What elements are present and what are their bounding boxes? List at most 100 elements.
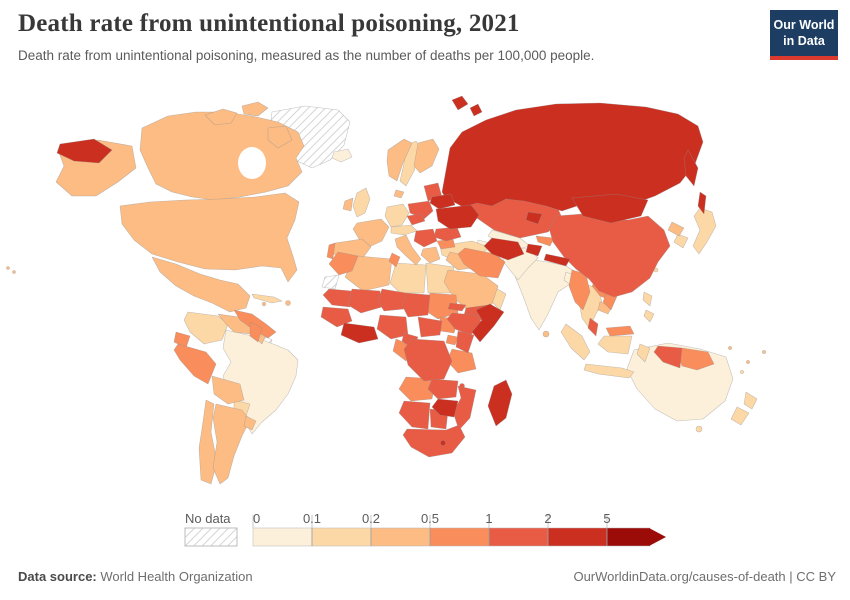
country-portugal[interactable] bbox=[326, 242, 336, 260]
legend-no-data-swatch[interactable] bbox=[184, 527, 238, 547]
country-kyrgyzstan[interactable] bbox=[535, 235, 555, 247]
owid-logo[interactable]: Our World in Data bbox=[770, 10, 838, 60]
country-central-america[interactable] bbox=[233, 309, 277, 339]
country-balkans[interactable] bbox=[413, 228, 438, 248]
country-canada-arctic-2[interactable] bbox=[241, 101, 269, 117]
country-dr-congo[interactable] bbox=[403, 338, 453, 382]
country-hawaii-1[interactable] bbox=[6, 266, 10, 270]
country-vanuatu[interactable] bbox=[746, 360, 750, 364]
country-borneo-malaysia[interactable] bbox=[605, 325, 635, 337]
country-zimbabwe[interactable] bbox=[431, 398, 459, 418]
country-chile[interactable] bbox=[198, 399, 218, 485]
country-tasmania[interactable] bbox=[695, 425, 703, 433]
country-zambia[interactable] bbox=[427, 378, 459, 400]
country-romania[interactable] bbox=[433, 226, 462, 242]
country-austria-switzerland[interactable] bbox=[390, 224, 418, 236]
country-germany[interactable] bbox=[384, 203, 410, 228]
country-bolivia[interactable] bbox=[211, 375, 245, 405]
country-mauritania[interactable] bbox=[322, 288, 353, 308]
legend-segment-1[interactable] bbox=[252, 527, 313, 547]
country-eritrea[interactable] bbox=[447, 302, 467, 312]
country-lesotho[interactable] bbox=[440, 440, 446, 446]
country-peru[interactable] bbox=[173, 343, 217, 385]
country-papua-indonesia[interactable] bbox=[653, 345, 683, 369]
country-ghana-ivory-coast[interactable] bbox=[340, 322, 379, 344]
country-sweden[interactable] bbox=[399, 140, 422, 187]
country-italy[interactable] bbox=[394, 234, 422, 266]
country-hawaii-2[interactable] bbox=[12, 270, 16, 274]
country-tajikistan[interactable] bbox=[525, 243, 543, 257]
legend-segment-4[interactable] bbox=[429, 527, 490, 547]
country-north-korea[interactable] bbox=[667, 221, 685, 237]
country-fiji[interactable] bbox=[762, 350, 766, 354]
country-malaysia-peninsula[interactable] bbox=[587, 317, 599, 337]
country-kenya[interactable] bbox=[455, 330, 475, 354]
country-south-africa[interactable] bbox=[402, 424, 466, 458]
country-nepal[interactable] bbox=[543, 253, 571, 267]
country-novaya-zemlya-1[interactable] bbox=[451, 95, 469, 111]
country-namibia[interactable] bbox=[398, 400, 431, 430]
country-sumatra-indonesia[interactable] bbox=[560, 323, 591, 361]
legend-segment-6[interactable] bbox=[547, 527, 608, 547]
country-greece[interactable] bbox=[420, 246, 441, 264]
license-link[interactable]: CC BY bbox=[796, 569, 836, 584]
country-western-sahara[interactable] bbox=[321, 274, 340, 290]
country-solomon-islands[interactable] bbox=[728, 346, 732, 350]
country-united-states[interactable] bbox=[119, 192, 300, 283]
country-russia-kamchatka[interactable] bbox=[683, 149, 699, 187]
country-brazil[interactable] bbox=[222, 329, 299, 435]
country-belarus[interactable] bbox=[429, 193, 456, 210]
country-baffin-island[interactable] bbox=[267, 125, 293, 149]
country-new-zealand-south[interactable] bbox=[730, 406, 750, 426]
legend-arrow[interactable] bbox=[649, 528, 666, 546]
country-argentina[interactable] bbox=[212, 403, 251, 485]
country-philippines-north[interactable] bbox=[642, 291, 653, 307]
legend-segment-3[interactable] bbox=[370, 527, 431, 547]
country-mongolia[interactable] bbox=[571, 193, 649, 224]
country-canada-arctic-1[interactable] bbox=[204, 108, 238, 126]
country-nigeria[interactable] bbox=[376, 314, 409, 340]
legend-segment-2[interactable] bbox=[311, 527, 372, 547]
country-russia-sakhalin[interactable] bbox=[697, 191, 707, 215]
country-japan[interactable] bbox=[692, 207, 717, 255]
country-norway[interactable] bbox=[386, 138, 413, 182]
country-russia[interactable] bbox=[441, 102, 704, 212]
country-hispaniola[interactable] bbox=[285, 300, 291, 306]
country-somalia[interactable] bbox=[471, 303, 505, 343]
country-novaya-zemlya-2[interactable] bbox=[469, 103, 483, 117]
country-tunisia[interactable] bbox=[388, 252, 401, 268]
country-philippines-south[interactable] bbox=[643, 309, 655, 323]
country-guyana[interactable] bbox=[249, 321, 263, 343]
legend-segment-5[interactable] bbox=[488, 527, 549, 547]
country-uruguay[interactable] bbox=[243, 415, 257, 431]
country-libya[interactable] bbox=[389, 262, 427, 294]
country-ukraine[interactable] bbox=[435, 204, 480, 230]
country-mexico[interactable] bbox=[151, 256, 251, 313]
country-mali[interactable] bbox=[347, 288, 383, 314]
country-cuba[interactable] bbox=[251, 293, 283, 304]
country-colombia[interactable] bbox=[183, 311, 229, 345]
country-borneo-indonesia[interactable] bbox=[597, 335, 633, 355]
country-jamaica[interactable] bbox=[261, 301, 267, 307]
country-azerbaijan[interactable] bbox=[525, 211, 543, 225]
country-morocco[interactable] bbox=[328, 251, 359, 276]
country-poland[interactable] bbox=[407, 200, 434, 220]
country-uganda[interactable] bbox=[445, 334, 459, 346]
country-united-kingdom[interactable] bbox=[352, 187, 371, 218]
country-denmark[interactable] bbox=[393, 189, 405, 199]
country-sri-lanka[interactable] bbox=[542, 330, 550, 338]
country-new-caledonia[interactable] bbox=[740, 370, 744, 374]
country-new-zealand-north[interactable] bbox=[743, 391, 758, 410]
country-madagascar[interactable] bbox=[487, 379, 513, 427]
country-central-african-republic[interactable] bbox=[417, 316, 443, 338]
country-ireland[interactable] bbox=[342, 197, 354, 212]
country-niger[interactable] bbox=[377, 288, 407, 312]
country-sulawesi-indonesia[interactable] bbox=[636, 343, 651, 363]
country-finland[interactable] bbox=[413, 138, 440, 174]
country-russia-chukotka[interactable] bbox=[56, 138, 113, 164]
country-canada[interactable] bbox=[139, 111, 305, 201]
country-afghanistan[interactable] bbox=[483, 237, 525, 261]
country-iceland[interactable] bbox=[331, 148, 353, 163]
owid-url-link[interactable]: OurWorldinData.org/causes-of-death bbox=[573, 569, 786, 584]
country-java-indonesia[interactable] bbox=[583, 363, 635, 379]
